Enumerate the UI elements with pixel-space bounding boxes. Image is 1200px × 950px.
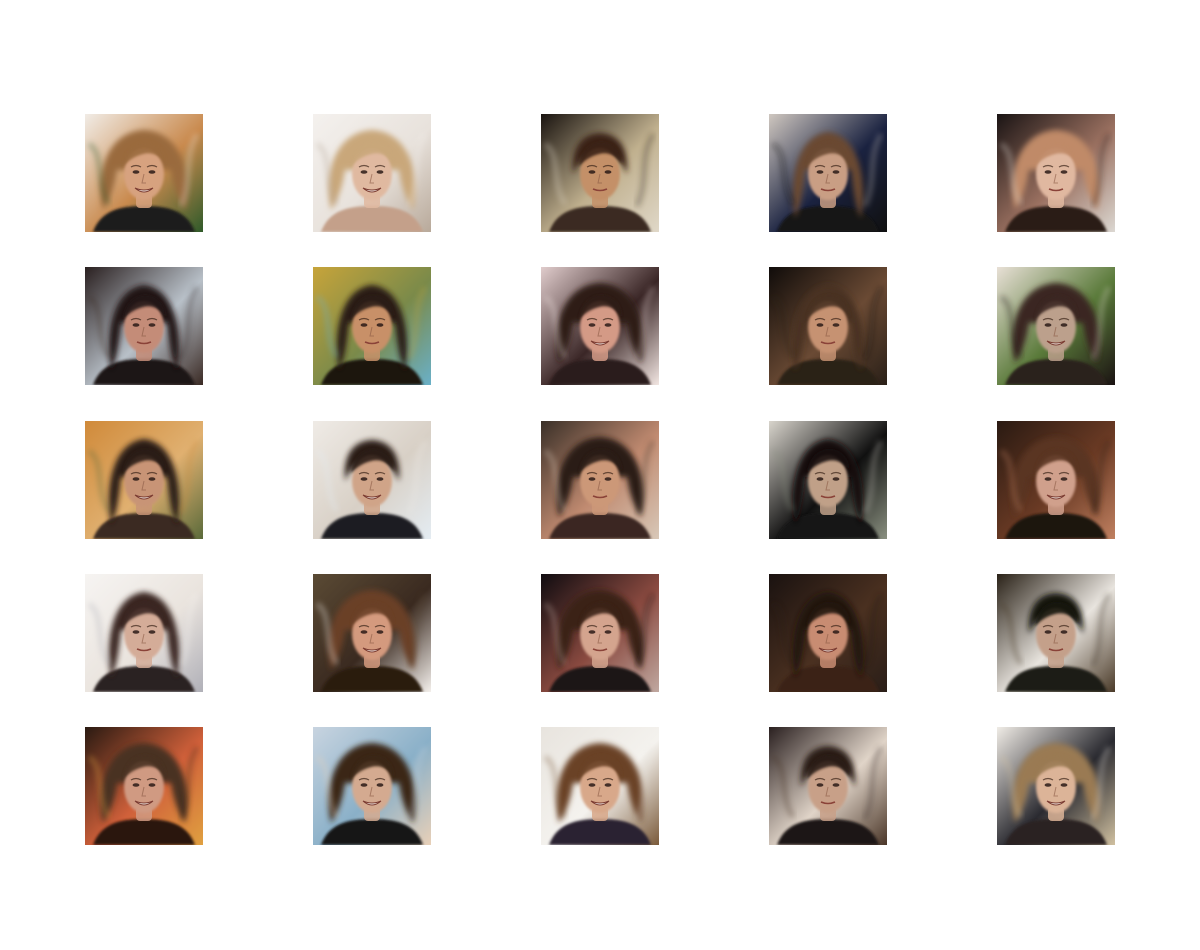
face-image-r5-c2 [313, 727, 431, 845]
face-image-r3-c4 [769, 421, 887, 539]
face-image-r2-c5 [997, 267, 1115, 385]
face-image-r2-c3 [541, 267, 659, 385]
face-image-r3-c1 [85, 421, 203, 539]
face-image-r4-c1 [85, 574, 203, 692]
face-image-r5-c1 [85, 727, 203, 845]
face-image-r3-c5 [997, 421, 1115, 539]
face-image-r5-c3 [541, 727, 659, 845]
image-grid [85, 114, 1115, 845]
face-image-r2-c2 [313, 267, 431, 385]
face-image-r1-c2 [313, 114, 431, 232]
face-image-r2-c4 [769, 267, 887, 385]
face-image-r4-c4 [769, 574, 887, 692]
face-image-r1-c5 [997, 114, 1115, 232]
face-image-r5-c4 [769, 727, 887, 845]
face-image-r1-c4 [769, 114, 887, 232]
face-image-r5-c5 [997, 727, 1115, 845]
face-image-r4-c3 [541, 574, 659, 692]
face-image-r1-c3 [541, 114, 659, 232]
face-image-r3-c2 [313, 421, 431, 539]
face-image-r4-c2 [313, 574, 431, 692]
face-image-r2-c1 [85, 267, 203, 385]
face-image-r3-c3 [541, 421, 659, 539]
face-image-r1-c1 [85, 114, 203, 232]
face-image-r4-c5 [997, 574, 1115, 692]
